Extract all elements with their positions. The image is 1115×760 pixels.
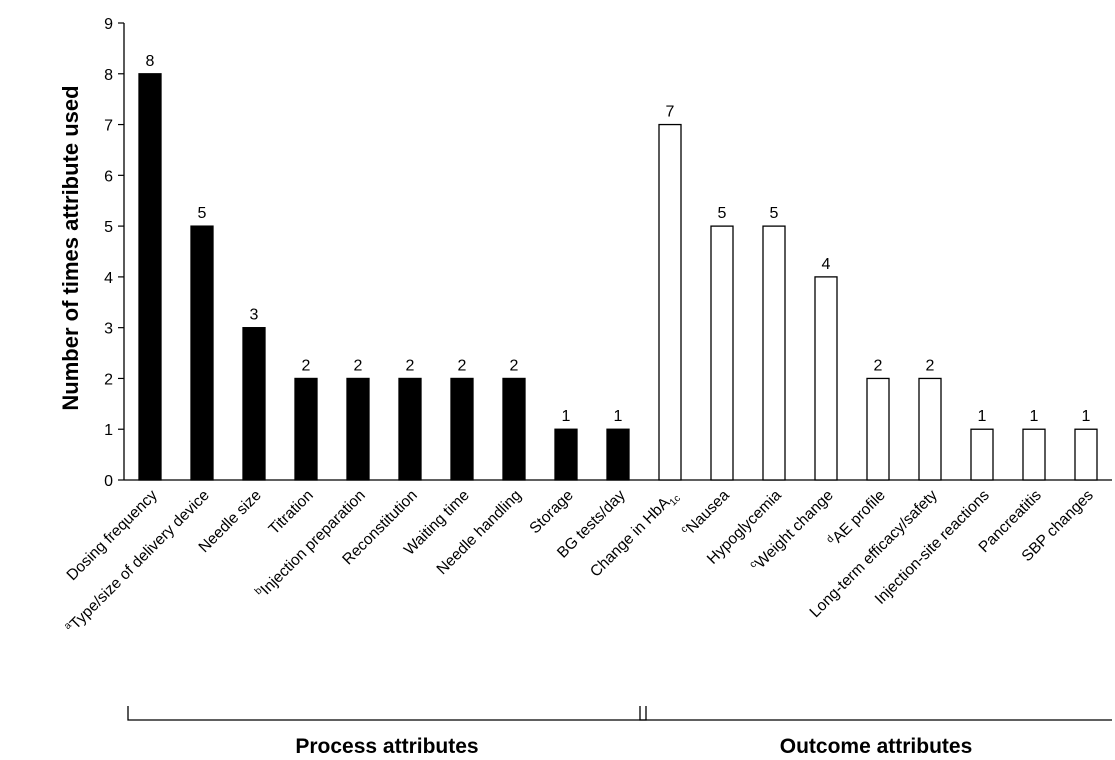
y-tick-label: 6 — [104, 168, 113, 185]
bar-process — [294, 377, 318, 481]
group-label-outcome: Outcome attributes — [780, 735, 973, 758]
bar-process — [346, 377, 370, 481]
bar-process — [398, 377, 422, 481]
data-label: 2 — [354, 357, 363, 374]
bar-process — [242, 327, 266, 481]
category-label: Storage — [526, 487, 576, 537]
y-tick-label: 0 — [104, 473, 113, 490]
bar-process — [190, 225, 214, 481]
y-tick-label: 3 — [104, 321, 113, 338]
data-label: 2 — [510, 357, 519, 374]
category-label-text: Nausea — [683, 487, 733, 537]
bar-process — [450, 377, 474, 481]
y-tick-label: 1 — [104, 422, 113, 439]
bar-outcome — [1022, 428, 1046, 481]
data-label: 1 — [562, 408, 571, 425]
bar-outcome — [814, 276, 838, 481]
footnote-marker: c — [679, 524, 690, 535]
data-label: 1 — [1030, 408, 1039, 425]
category-label-text: Titration — [266, 487, 317, 538]
group-bracket-outcome — [639, 706, 1112, 721]
data-label: 7 — [666, 104, 675, 121]
data-label: 1 — [978, 408, 987, 425]
bar-process — [606, 428, 630, 481]
footnote-marker: c — [748, 559, 759, 570]
data-label: 5 — [770, 205, 779, 222]
data-label: 3 — [250, 307, 259, 324]
bar-outcome — [1074, 428, 1098, 481]
data-label: 2 — [926, 357, 935, 374]
y-tick-label: 9 — [104, 16, 113, 33]
y-tick-label: 8 — [104, 67, 113, 84]
data-label: 1 — [614, 408, 623, 425]
axes: 0 1 2 3 4 5 6 7 8 9 — [104, 16, 1112, 490]
bars — [138, 73, 1098, 481]
bar-outcome — [970, 428, 994, 481]
category-label: cNausea — [679, 486, 733, 540]
data-label: 2 — [302, 357, 311, 374]
bar-outcome — [658, 123, 682, 481]
category-label: Dosing frequency — [64, 487, 161, 584]
bar-outcome — [866, 377, 890, 481]
data-label: 5 — [718, 205, 727, 222]
data-label: 8 — [146, 53, 155, 70]
data-label: 5 — [198, 205, 207, 222]
data-label: 4 — [822, 256, 831, 273]
data-label: 1 — [1082, 408, 1091, 425]
group-brackets: Process attributes Outcome attributes — [127, 706, 1112, 758]
group-label-process: Process attributes — [295, 735, 478, 758]
y-tick-label: 5 — [104, 219, 113, 236]
data-label: 2 — [458, 357, 467, 374]
y-tick-label: 7 — [104, 118, 113, 135]
category-label-text: Dosing frequency — [64, 487, 161, 584]
group-bracket-process — [127, 706, 647, 721]
bar-process — [502, 377, 526, 481]
bar-process — [138, 73, 162, 481]
category-label: Titration — [266, 487, 317, 538]
bar-outcome — [918, 377, 942, 481]
footnote-marker: d — [825, 534, 837, 546]
data-label: 2 — [406, 357, 415, 374]
bar-outcome — [710, 225, 734, 481]
y-tick-label: 4 — [104, 270, 113, 287]
category-label-text: Storage — [526, 487, 576, 537]
y-axis-title: Number of times attribute used — [58, 85, 83, 410]
bar-outcome — [762, 225, 786, 481]
y-tick-label: 2 — [104, 371, 113, 388]
bar-process — [554, 428, 578, 481]
data-label: 2 — [874, 357, 883, 374]
